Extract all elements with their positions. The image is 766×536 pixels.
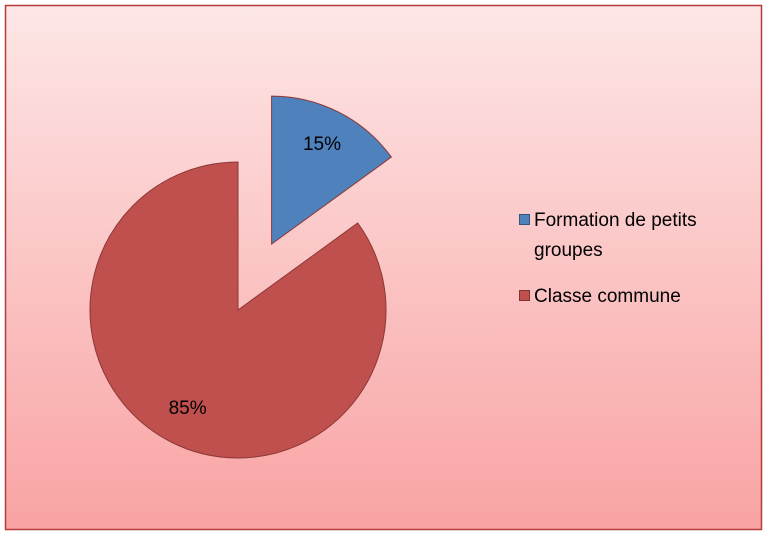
legend: Formation de petits groupes Classe commun…: [515, 206, 730, 328]
legend-item: Formation de petits groupes: [515, 206, 730, 266]
legend-swatch: [519, 214, 530, 225]
legend-swatch: [519, 290, 530, 301]
legend-label: Formation de petits groupes: [534, 210, 697, 261]
legend-label: Classe commune: [534, 286, 681, 307]
data-label: 85%: [169, 398, 207, 419]
pie-slice: [89, 161, 387, 459]
legend-item: Classe commune: [515, 282, 730, 312]
pie-slice: [271, 95, 393, 246]
data-label: 15%: [303, 134, 341, 155]
